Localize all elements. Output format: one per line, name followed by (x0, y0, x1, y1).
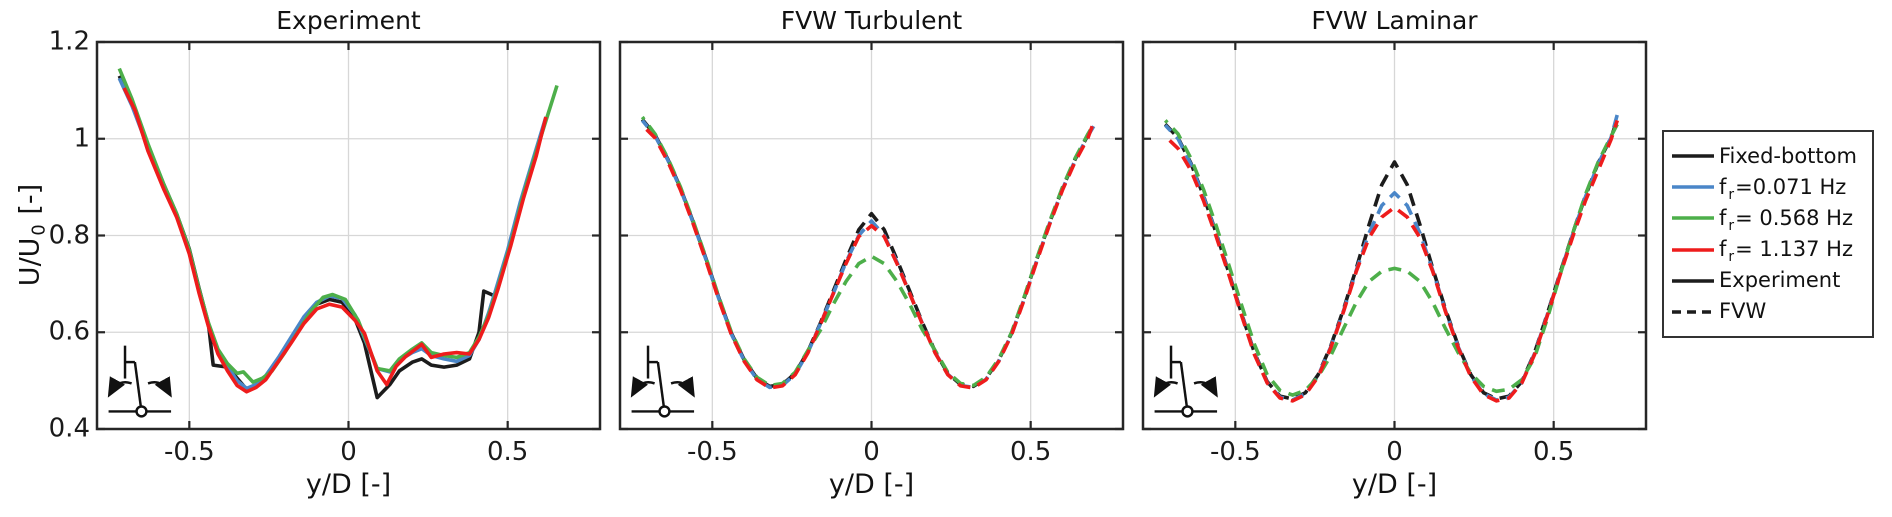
pitching-floating-turbine-icon (1153, 345, 1218, 418)
series-fr=-0.568-Hz (1163, 119, 1619, 397)
series-fr=-0.568-Hz (117, 67, 559, 384)
legend-item: f r= 1.137 Hz (1672, 235, 1866, 265)
series-fr=0.071-Hz (1163, 114, 1620, 402)
panel-fvw-laminar: FVW Laminar y/D [-] (1141, 6, 1648, 500)
x-tick-label: -0.5 (163, 437, 215, 467)
legend-item-label: f r= 0.568 Hz (1719, 205, 1853, 235)
panel-fvw-turbulent: FVW Turbulent y/D [-] (618, 6, 1125, 500)
series-fr=0.071-Hz (640, 119, 1096, 390)
pitching-floating-turbine-icon (107, 345, 172, 418)
legend-item: f r= 0.568 Hz (1672, 203, 1866, 233)
x-axis-label: y/D [-] (1351, 469, 1438, 500)
axes-frame (618, 40, 1125, 431)
panel-experiment: Experiment y/D [-] (95, 6, 602, 500)
x-tick-label: 0 (340, 437, 357, 467)
plot-area (95, 40, 602, 431)
series-fr=-1.137-Hz (641, 119, 1096, 390)
x-tick-label: -0.5 (686, 437, 738, 467)
legend-item-label: Fixed-bottom (1719, 143, 1857, 168)
plot-area (618, 40, 1125, 431)
y-tick-label: 0.6 (48, 316, 90, 347)
legend: Fixed-bottom f r=0.071 Hz f r= 0.568 Hz f r= 1… (1662, 130, 1874, 338)
legend-item: Experiment (1672, 266, 1866, 296)
legend-item-label: f r= 1.137 Hz (1719, 237, 1853, 266)
x-tick-label: -0.5 (1209, 437, 1261, 467)
panel-title: FVW Turbulent (780, 6, 963, 35)
series-Fixed-bottom (1163, 118, 1620, 401)
series-fr=-1.137-Hz (1164, 119, 1620, 403)
y-axis-label-units: [-] (14, 183, 46, 224)
legend-line-sample-black-dashed (1672, 310, 1714, 314)
legend-line-sample-black-solid (1672, 154, 1714, 158)
legend-item-label: FVW (1719, 299, 1767, 324)
legend-item-label: f r=0.071 Hz (1719, 174, 1847, 203)
legend-item-label: Experiment (1719, 268, 1841, 293)
axes-frame (1141, 40, 1648, 431)
pitching-floating-turbine-icon (630, 345, 695, 418)
x-tick-label: 0 (863, 437, 880, 467)
y-tick-label: 1 (73, 123, 90, 154)
x-tick-label: 0 (1386, 437, 1403, 467)
panel-title: FVW Laminar (1311, 6, 1478, 35)
plot-area (1141, 40, 1648, 431)
x-axis-label: y/D [-] (305, 469, 392, 500)
y-tick-label: 0.4 (48, 413, 90, 444)
y-tick-label: 0.8 (48, 219, 90, 250)
y-tick-label: 1.2 (48, 26, 90, 57)
x-axis-label: y/D [-] (828, 469, 915, 500)
x-tick-label: 0.5 (486, 437, 529, 467)
legend-line-sample-green-solid (1672, 216, 1714, 221)
x-tick-label: 0.5 (1009, 437, 1052, 467)
panel-title: Experiment (276, 6, 421, 35)
legend-line-sample-red-solid (1672, 247, 1714, 252)
legend-line-sample-blue-solid (1672, 185, 1714, 189)
series-fr=-1.137-Hz (122, 87, 548, 394)
series-Fixed-bottom (640, 118, 1096, 389)
axes-frame (95, 40, 602, 431)
legend-item: f r=0.071 Hz (1672, 172, 1866, 202)
legend-item: Fixed-bottom (1672, 141, 1866, 171)
legend-item: FVW (1672, 297, 1866, 327)
series-fr=-0.568-Hz (640, 115, 1096, 388)
x-tick-label: 0.5 (1532, 437, 1575, 467)
legend-line-sample-black-solid (1672, 278, 1714, 283)
